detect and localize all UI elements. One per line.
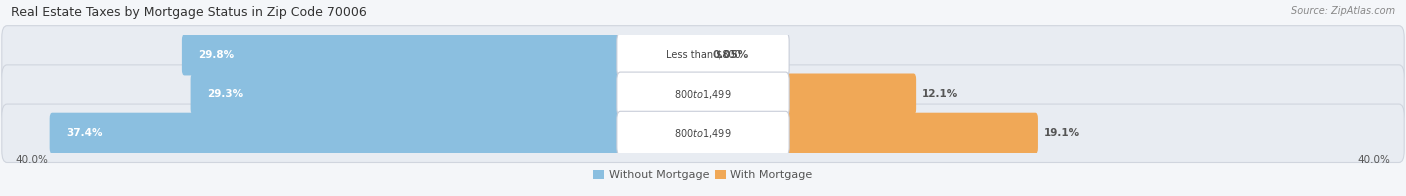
FancyBboxPatch shape <box>617 72 789 116</box>
Legend: Without Mortgage, With Mortgage: Without Mortgage, With Mortgage <box>593 170 813 180</box>
FancyBboxPatch shape <box>181 34 623 75</box>
Text: 29.3%: 29.3% <box>207 89 243 99</box>
Text: $800 to $1,499: $800 to $1,499 <box>675 88 731 101</box>
Text: 12.1%: 12.1% <box>922 89 959 99</box>
FancyBboxPatch shape <box>49 113 623 154</box>
Text: Less than $800: Less than $800 <box>665 50 741 60</box>
FancyBboxPatch shape <box>191 74 623 115</box>
Text: 29.8%: 29.8% <box>198 50 235 60</box>
Text: 0.05%: 0.05% <box>713 50 749 60</box>
Text: 37.4%: 37.4% <box>66 128 103 138</box>
FancyBboxPatch shape <box>1 104 1405 162</box>
FancyBboxPatch shape <box>617 111 789 155</box>
Text: $800 to $1,499: $800 to $1,499 <box>675 127 731 140</box>
FancyBboxPatch shape <box>783 113 1038 154</box>
Text: Real Estate Taxes by Mortgage Status in Zip Code 70006: Real Estate Taxes by Mortgage Status in … <box>11 6 367 19</box>
FancyBboxPatch shape <box>617 33 789 77</box>
Text: Source: ZipAtlas.com: Source: ZipAtlas.com <box>1291 6 1395 16</box>
Text: 40.0%: 40.0% <box>1357 155 1391 165</box>
FancyBboxPatch shape <box>1 26 1405 84</box>
FancyBboxPatch shape <box>1 65 1405 123</box>
Text: 19.1%: 19.1% <box>1045 128 1080 138</box>
FancyBboxPatch shape <box>783 74 917 115</box>
Text: 40.0%: 40.0% <box>15 155 49 165</box>
FancyBboxPatch shape <box>704 34 786 75</box>
